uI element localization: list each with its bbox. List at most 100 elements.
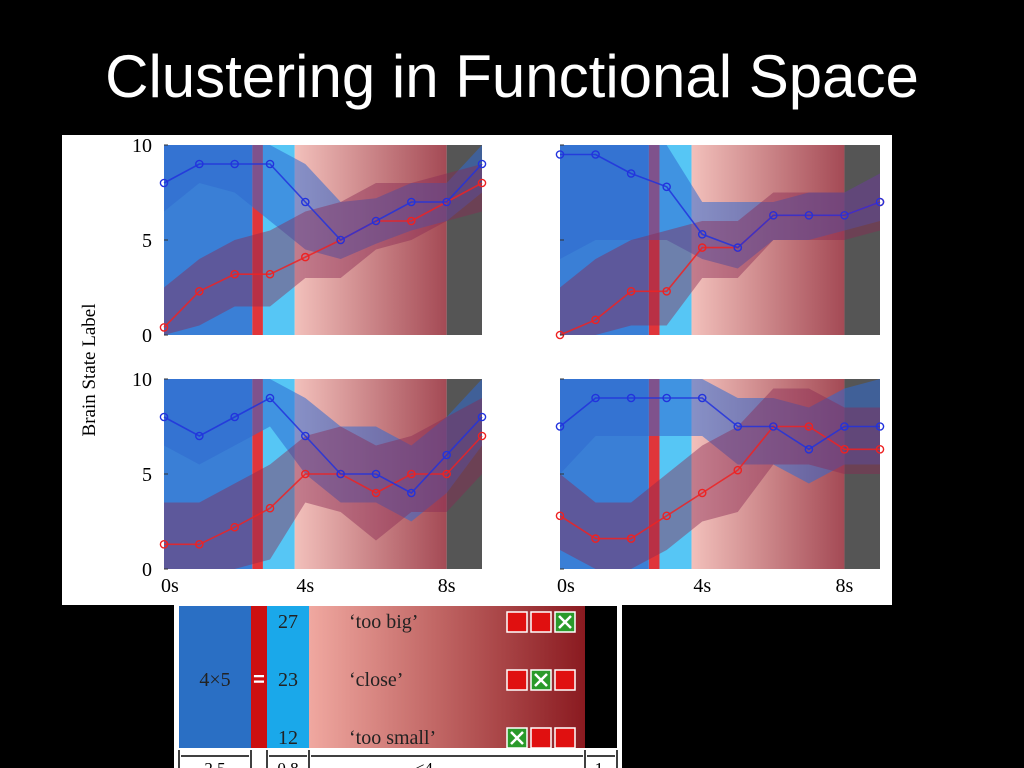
red-series-point <box>662 511 671 521</box>
red-series-point <box>301 252 310 262</box>
wrong-choice-box <box>554 669 576 691</box>
blue-series-point <box>371 469 381 479</box>
check-x-icon <box>510 731 524 745</box>
answer-text-1: 27 <box>278 611 298 633</box>
red-series-point <box>733 465 743 475</box>
red-series-point <box>875 444 885 454</box>
blue-series-point <box>626 393 636 403</box>
answer-text-3: 12 <box>278 727 298 749</box>
blue-series-point <box>875 422 885 431</box>
answer-phase-block <box>267 606 309 748</box>
blue-series-point <box>195 159 204 169</box>
end-phase-block <box>585 606 617 748</box>
blue-series-point <box>733 243 743 252</box>
red-series-point <box>265 269 275 279</box>
red-series-point <box>626 534 636 543</box>
red-series-point <box>195 539 204 549</box>
red-series-line <box>163 182 483 328</box>
blue-series-point <box>733 422 743 431</box>
evaluation-text-3: ‘too small’ <box>349 727 436 749</box>
blue-series-point <box>265 393 275 403</box>
blue-series-point <box>301 431 310 441</box>
duration-label-3: ≤4 <box>415 759 433 768</box>
duration-label-2: 0.8 <box>277 759 298 768</box>
blue-series-point <box>804 211 814 220</box>
blue-series-point <box>840 211 849 220</box>
phase-block-equals <box>648 379 660 569</box>
blue-series-point <box>840 422 849 431</box>
red-series-point <box>407 469 416 479</box>
red-series-point <box>265 503 275 513</box>
brain-state-chart: Brain State Label 10 5 0 10 5 0 0s 4s 8s 0s 4s 8s <box>79 135 885 597</box>
red-series-point <box>159 323 169 332</box>
red-series-point <box>477 178 487 188</box>
x-tick-label: 4s <box>296 575 314 597</box>
chart-panel-bottom-left: 10 5 0 0s 4s 8s <box>132 369 487 597</box>
wrong-choice-box <box>506 611 528 633</box>
blue-series-point <box>662 393 671 403</box>
chart-panel-bottom-right: 0s 4s 8s <box>555 378 885 597</box>
x-tick-label: 4s <box>693 575 711 597</box>
check-x-icon <box>534 673 548 687</box>
blue-series-point <box>697 393 707 403</box>
trial-legend: 4×5 = 27 23 12 ‘too big’ ‘close’ ‘too sm… <box>174 604 622 768</box>
chart-panel-top-left: 10 5 0 <box>132 135 487 347</box>
blue-series-point <box>336 235 345 245</box>
equals-phase-block <box>251 606 267 748</box>
duration-label-4: 1 <box>595 759 604 768</box>
blue-series-point <box>477 159 487 169</box>
blue-series-point <box>336 469 345 479</box>
red-series-point <box>555 511 565 521</box>
wrong-choice-box <box>554 727 576 749</box>
phase-block-end <box>844 145 880 335</box>
red-series-point <box>591 534 600 543</box>
red-series-point <box>407 216 416 226</box>
y-tick-label: 10 <box>132 135 152 157</box>
red-series-point <box>662 286 671 296</box>
red-series-point <box>804 422 814 431</box>
y-tick-label: 5 <box>142 230 152 252</box>
red-series-point <box>301 469 310 479</box>
red-series-point <box>195 286 204 296</box>
blue-series-point <box>769 211 778 220</box>
red-series-point <box>442 469 451 479</box>
blue-series-point <box>265 159 275 169</box>
red-series-point <box>840 444 849 454</box>
blue-series-point <box>875 197 885 207</box>
red-confidence-band <box>560 173 880 335</box>
red-series-point <box>230 522 239 532</box>
blue-series-point <box>477 412 487 422</box>
problem-phase-block <box>179 606 251 748</box>
x-tick-label: 8s <box>438 575 456 597</box>
y-axis-label: Brain State Label <box>79 304 100 437</box>
wrong-choice-box <box>506 669 528 691</box>
blue-confidence-band <box>164 379 482 522</box>
red-series-point <box>159 539 169 549</box>
red-series-point <box>477 431 487 441</box>
red-confidence-band <box>560 388 880 569</box>
blue-series-point <box>230 412 239 422</box>
slide-title: Clustering in Functional Space <box>105 43 919 110</box>
blue-series-point <box>195 431 204 441</box>
answer-text-2: 23 <box>278 669 298 691</box>
blue-series-point <box>626 169 636 178</box>
duration-label-1: 2.5 <box>204 759 225 768</box>
problem-text: 4×5 <box>199 669 230 691</box>
blue-series-point <box>697 230 707 239</box>
duration-arrows <box>178 750 618 768</box>
wrong-choice-box <box>530 611 552 633</box>
figure-panel: Brain State Label 10 5 0 10 5 0 0s 4s 8s 0s 4s 8s <box>62 135 892 605</box>
evaluation-text-2: ‘close’ <box>349 669 403 691</box>
x-tick-label: 8s <box>836 575 854 597</box>
red-confidence-band <box>164 398 482 569</box>
blue-series-point <box>662 182 671 192</box>
phase-block-equals <box>252 145 263 335</box>
blue-series-point <box>555 422 565 431</box>
evaluation-text-1: ‘too big’ <box>349 611 418 633</box>
red-series-point <box>697 243 707 252</box>
red-series-point <box>371 488 381 498</box>
blue-series-point <box>555 150 565 159</box>
blue-series-point <box>442 197 451 207</box>
phase-block-equals <box>252 379 263 569</box>
blue-series-point <box>442 450 451 460</box>
